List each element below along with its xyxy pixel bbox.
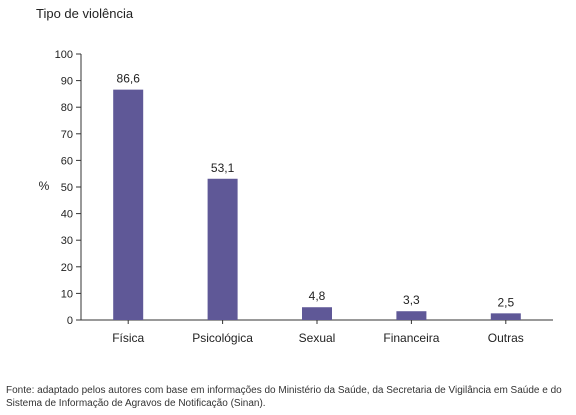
y-tick-label: 80: [61, 102, 73, 114]
y-tick-label: 90: [61, 76, 73, 88]
chart-title: Tipo de violência: [36, 6, 134, 21]
y-axis-label: %: [39, 179, 50, 193]
bar-value-label: 53,1: [211, 161, 235, 175]
y-tick-label: 10: [61, 288, 73, 300]
chart-bars: [113, 89, 521, 320]
y-tick-label: 50: [61, 182, 73, 194]
x-category-label: Física: [112, 331, 144, 345]
bar: [302, 307, 332, 320]
y-tick-label: 70: [61, 129, 73, 141]
bar: [113, 89, 144, 320]
chart-axes: [80, 54, 553, 321]
bar-chart: 0 10 20 30 40 50 60 70 80 90 100 86,6 Física 53,1 Psi…: [39, 49, 553, 345]
y-tick-label: 0: [67, 315, 73, 327]
y-tick-label: 20: [61, 262, 73, 274]
bar: [490, 313, 521, 320]
bar-value-label: 2,5: [497, 295, 514, 309]
bar-value-label: 86,6: [117, 72, 141, 86]
y-axis-ticks: 0 10 20 30 40 50 60 70 80 90 100: [55, 49, 81, 327]
x-category-label: Financeira: [383, 331, 439, 345]
bar: [207, 178, 238, 320]
chart-labels: 86,6 Física 53,1 Psicológica 4,8 Sexual 3,3 Fin…: [112, 72, 524, 345]
x-category-label: Psicológica: [192, 331, 253, 345]
y-tick-label: 100: [55, 49, 73, 61]
y-tick-label: 30: [61, 235, 73, 247]
y-tick-label: 40: [61, 209, 73, 221]
x-category-label: Outras: [488, 331, 524, 345]
x-category-label: Sexual: [299, 331, 336, 345]
source-note: Fonte: adaptado pelos autores com base e…: [6, 385, 562, 409]
bar: [396, 311, 427, 320]
bar-value-label: 3,3: [403, 293, 420, 307]
y-tick-label: 60: [61, 155, 73, 167]
bar-value-label: 4,8: [309, 289, 326, 303]
